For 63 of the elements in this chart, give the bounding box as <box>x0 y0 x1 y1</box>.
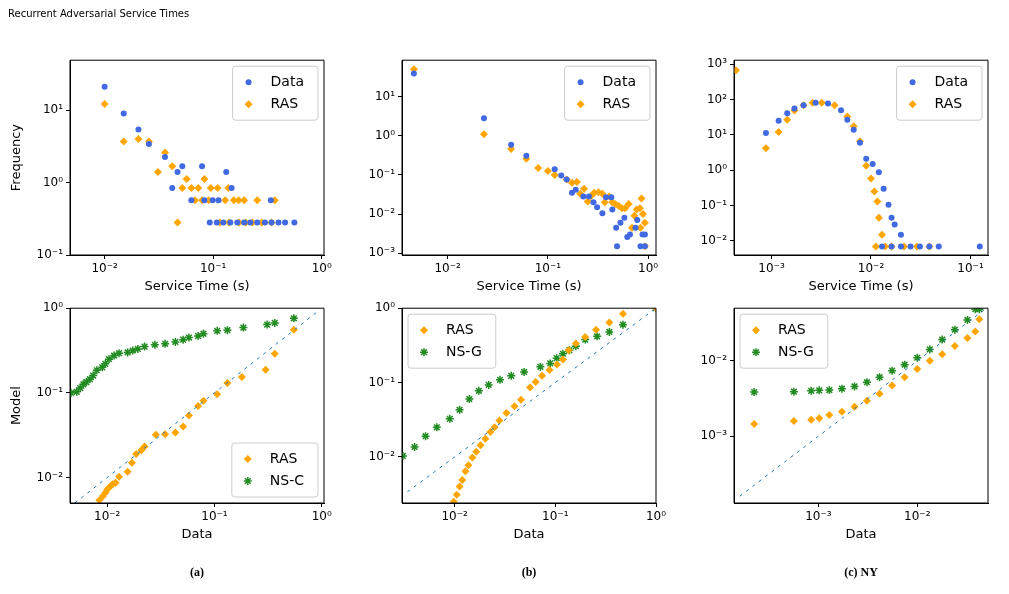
legend-label: RAS <box>270 94 299 111</box>
x-tick-label: 10⁰ <box>645 509 667 524</box>
x-tick-label: 10⁻¹ <box>201 509 228 524</box>
y-tick-label: 10⁻¹ <box>368 167 396 182</box>
x-tick-label: 10⁻² <box>434 261 462 276</box>
y-tick-label: 10⁰ <box>374 300 396 315</box>
y-tick-label: 10⁻³ <box>700 428 728 443</box>
y-tick-label: 10³ <box>706 56 728 71</box>
y-tick-label: 10⁻² <box>368 206 396 221</box>
x-tick-label: 10⁻¹ <box>957 261 984 276</box>
y-tick-label: 10² <box>706 91 728 106</box>
y-tick-label: 10¹ <box>706 127 728 142</box>
x-axis-title: Service Time (s) <box>476 277 582 293</box>
y-axis-title: Model <box>8 386 24 426</box>
text: (c) NY <box>843 565 879 580</box>
chart-title: Recurrent Adversarial Service Times <box>8 8 190 19</box>
x-tick-label: 10⁻² <box>441 509 469 524</box>
x-axis-title: Data <box>845 525 877 541</box>
y-tick-label: 10⁰ <box>42 300 64 315</box>
y-tick-label: 10⁻² <box>700 353 728 367</box>
y-tick-label: 10⁻² <box>36 469 64 484</box>
x-tick-label: 10⁻¹ <box>534 261 562 276</box>
x-tick-label: 10⁰ <box>311 509 332 524</box>
y-tick-label: 10⁻¹ <box>700 197 728 212</box>
legend-label: NS-G <box>778 342 814 359</box>
y-tick-label: 10⁻¹ <box>36 247 64 262</box>
text: (a) <box>189 565 205 580</box>
x-tick-label: 10⁰ <box>311 261 332 276</box>
legend-label: Data <box>270 72 305 89</box>
x-axis-title: Service Time (s) <box>808 277 914 293</box>
y-tick-label: 10¹ <box>374 88 396 103</box>
y-tick-label: 10⁻¹ <box>368 374 396 389</box>
x-axis-title: Data <box>513 525 545 541</box>
x-tick-label: 10⁻² <box>93 509 121 524</box>
y-axis-title: Frequency <box>8 123 24 192</box>
legend-label: NS-C <box>269 471 305 488</box>
legend-label: RAS <box>778 320 806 337</box>
x-axis-title: Data <box>181 525 213 541</box>
x-tick-label: 10⁻² <box>91 261 118 276</box>
y-tick-label: 10¹ <box>42 102 64 117</box>
legend-label: NS-G <box>446 342 482 359</box>
text: (b) <box>520 565 538 580</box>
x-tick-label: 10⁰ <box>638 261 659 276</box>
x-tick-label: 10⁻¹ <box>542 509 569 524</box>
x-tick-label: 10⁻³ <box>758 261 785 276</box>
legend-label: Data <box>602 72 637 89</box>
legend-label: RAS <box>269 449 298 466</box>
y-tick-label: 10⁰ <box>706 162 728 177</box>
x-axis-title: Service Time (s) <box>144 277 250 293</box>
legend-label: Data <box>934 72 969 89</box>
legend-label: RAS <box>934 94 963 111</box>
x-tick-label: 10⁻² <box>904 509 931 524</box>
y-tick-label: 10⁰ <box>374 127 396 142</box>
y-tick-label: 10⁻² <box>700 233 728 248</box>
y-tick-label: 10⁻¹ <box>36 384 64 399</box>
y-tick-label: 10⁻³ <box>368 245 396 260</box>
x-tick-label: 10⁻³ <box>805 509 832 524</box>
x-tick-label: 10⁻² <box>857 261 885 276</box>
legend-label: RAS <box>602 94 631 111</box>
x-tick-label: 10⁻¹ <box>199 261 227 276</box>
y-tick-label: 10⁻² <box>368 449 396 464</box>
y-tick-label: 10⁰ <box>42 174 64 189</box>
legend-label: RAS <box>446 320 474 337</box>
